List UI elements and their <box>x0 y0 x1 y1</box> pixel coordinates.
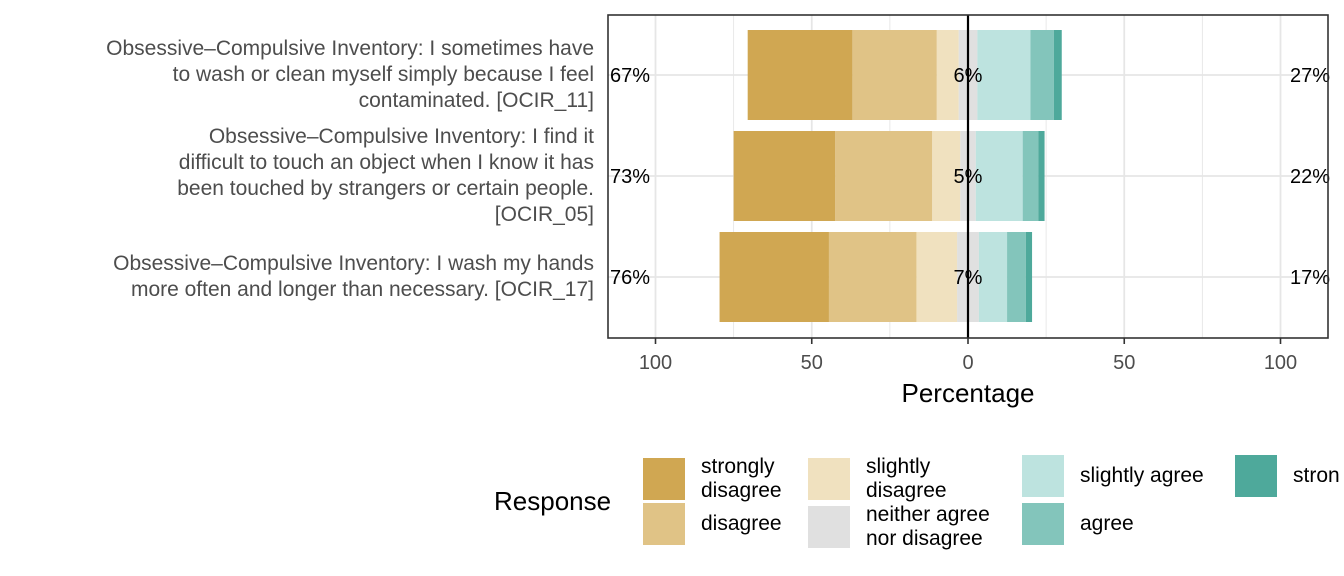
x-tick-label: 100 <box>1264 352 1297 374</box>
legend-item: slightly disagree <box>808 455 947 503</box>
bar-segment-slightly-disagree <box>936 30 959 120</box>
legend-swatch <box>808 506 850 548</box>
right_labels-label: 22% <box>1290 166 1330 188</box>
x-axis: 100 50 0 50 100 <box>639 338 1297 374</box>
bar-segment-strongly-disagree <box>733 131 836 221</box>
legend-item: strongly disagree <box>643 455 782 503</box>
legend-swatch <box>808 458 850 500</box>
x-tick-label: 50 <box>801 352 823 374</box>
legend-swatch <box>1235 455 1277 497</box>
bar-segment-slightly-agree <box>977 30 1031 120</box>
bar-segment-agree <box>1030 30 1054 120</box>
legend-item: neither agree nor disagree <box>808 503 990 551</box>
plot-panel-border <box>607 14 1329 339</box>
bar-segment-strongly-agree <box>1053 30 1062 120</box>
legend-label: slightly agree <box>1080 464 1204 487</box>
bar-segment-strongly-agree <box>1038 131 1045 221</box>
legend-label: strongly disagree <box>701 455 782 502</box>
legend-swatch <box>643 503 685 545</box>
center_labels-label: 5% <box>954 166 983 188</box>
left_labels-label: 67% <box>610 65 650 87</box>
bar-segment-agree <box>1022 131 1039 221</box>
bar-segment-disagree <box>828 232 917 322</box>
left_labels-label: 73% <box>610 166 650 188</box>
legend-item: stron <box>1235 455 1340 497</box>
legend-swatch <box>643 458 685 500</box>
y-category-label: Obsessive–Compulsive Inventory: I wash m… <box>113 252 594 301</box>
x-tick-label: 0 <box>962 352 973 374</box>
bars <box>719 15 1062 338</box>
bar-segment-slightly-agree <box>978 232 1008 322</box>
legend-label: slightly disagree <box>866 455 947 502</box>
legend-label: disagree <box>701 512 782 535</box>
center_labels-label: 7% <box>954 267 983 289</box>
bar-segment-disagree <box>852 30 937 120</box>
right_labels-label: 27% <box>1290 65 1330 87</box>
percentage-labels: 67% 73% 76% 6% 5% 7% 27% 22% 17% <box>610 65 1330 289</box>
legend-item: slightly agree <box>1022 455 1204 497</box>
y-category-label: Obsessive–Compulsive Inventory: I find i… <box>177 125 594 226</box>
bar-segment-strongly-agree <box>1025 232 1033 322</box>
legend-label: neither agree nor disagree <box>866 503 990 550</box>
legend-item: agree <box>1022 503 1134 545</box>
bar-segment-slightly-disagree <box>932 131 961 221</box>
legend-swatch <box>1022 503 1064 545</box>
x-tick-label: 100 <box>639 352 672 374</box>
y-category-label: Obsessive–Compulsive Inventory: I someti… <box>106 37 594 112</box>
right_labels-label: 17% <box>1290 267 1330 289</box>
legend-swatch <box>1022 455 1064 497</box>
x-tick-label: 50 <box>1113 352 1135 374</box>
bar-segment-slightly-agree <box>975 131 1023 221</box>
bar-segment-slightly-disagree <box>916 232 958 322</box>
legend-label: agree <box>1080 512 1134 535</box>
center_labels-label: 6% <box>954 65 983 87</box>
legend-item: disagree <box>643 503 782 545</box>
x-axis-title: Percentage <box>902 378 1035 408</box>
bar-segment-disagree <box>835 131 933 221</box>
legend-label: stron <box>1293 464 1340 487</box>
bar-segment-agree <box>1007 232 1026 322</box>
legend-title: Response <box>494 486 612 516</box>
bar-segment-strongly-disagree <box>747 30 853 120</box>
left_labels-label: 76% <box>610 267 650 289</box>
bar-segment-strongly-disagree <box>719 232 829 322</box>
